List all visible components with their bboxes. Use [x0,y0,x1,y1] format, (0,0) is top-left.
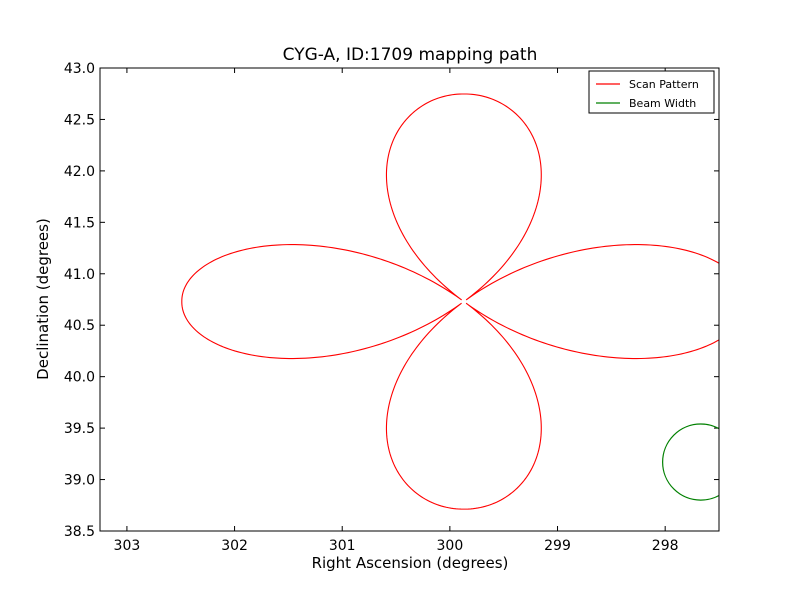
axis-tick-labels: 303 302 301 300 299 298 38.5 39.0 39.5 40.0 40.5 41… [64,61,679,554]
legend-box [588,70,715,114]
y-axis-label: Declination (degrees) [34,218,52,380]
y-tick-label: 43.0 [64,61,95,77]
y-tick-label: 41.5 [64,215,95,231]
y-tick-label: 38.5 [64,524,95,540]
y-tick-label: 40.0 [64,370,95,386]
x-tick-label: 299 [544,538,571,554]
x-axis-label: Right Ascension (degrees) [312,554,509,572]
scan-pattern-line [181,93,719,510]
x-tick-label: 302 [221,538,248,554]
x-tick-label: 298 [652,538,679,554]
chart-title: CYG-A, ID:1709 mapping path [283,45,538,65]
axis-ticks [100,67,719,532]
y-tick-label: 42.0 [64,164,95,180]
y-tick-label: 41.0 [64,267,95,283]
legend-label-scan-pattern: Scan Pattern [629,78,699,91]
x-tick-label: 301 [329,538,356,554]
x-tick-label: 300 [437,538,464,554]
plot-data-region [181,93,719,510]
legend: Scan Pattern Beam Width [588,70,715,114]
legend-label-beam-width: Beam Width [629,97,696,110]
x-tick-label: 303 [114,538,141,554]
y-tick-label: 39.5 [64,421,95,437]
plot-frame [99,67,720,532]
beam-width-circle [662,423,719,501]
y-tick-label: 39.0 [64,473,95,489]
y-tick-label: 40.5 [64,318,95,334]
y-tick-label: 42.5 [64,112,95,128]
